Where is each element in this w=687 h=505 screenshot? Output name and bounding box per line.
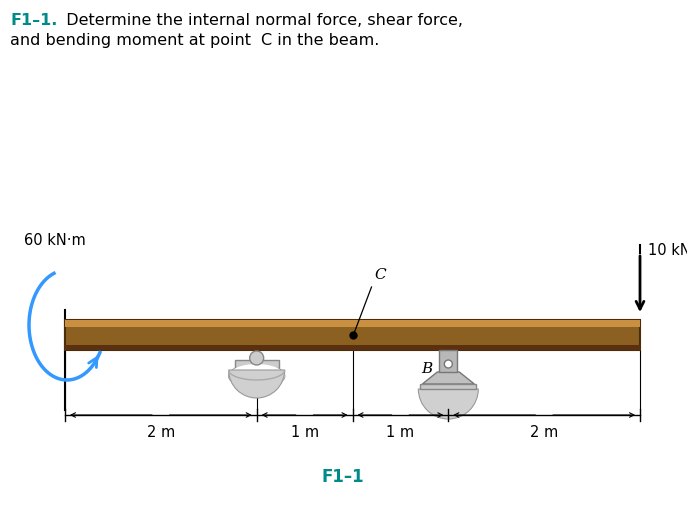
Circle shape (249, 351, 264, 365)
Text: 2 m: 2 m (147, 425, 175, 440)
Text: 2 m: 2 m (530, 425, 559, 440)
Ellipse shape (229, 364, 284, 388)
Text: Determine the internal normal force, shear force,: Determine the internal normal force, she… (56, 13, 463, 28)
Bar (65, 320, 640, 327)
Text: 1 m: 1 m (386, 425, 414, 440)
Polygon shape (423, 372, 474, 384)
Text: F1–1: F1–1 (322, 468, 364, 486)
Text: C: C (374, 268, 386, 282)
Text: and bending moment at point   C in the beam.: and bending moment at point C in the bea… (10, 33, 379, 48)
Wedge shape (229, 370, 284, 398)
Text: 60 kN·m: 60 kN·m (24, 233, 86, 248)
Bar (65, 345, 640, 350)
Bar (420, 384, 476, 389)
Text: 10 kN: 10 kN (648, 243, 687, 258)
Text: A: A (232, 362, 243, 376)
Ellipse shape (229, 364, 284, 388)
Wedge shape (418, 389, 478, 419)
Bar (235, 360, 279, 368)
Bar (65, 320, 640, 350)
Circle shape (444, 360, 452, 368)
Text: B: B (421, 362, 432, 376)
Bar (439, 350, 458, 372)
Text: 1 m: 1 m (291, 425, 319, 440)
Text: F1–1.: F1–1. (10, 13, 58, 28)
